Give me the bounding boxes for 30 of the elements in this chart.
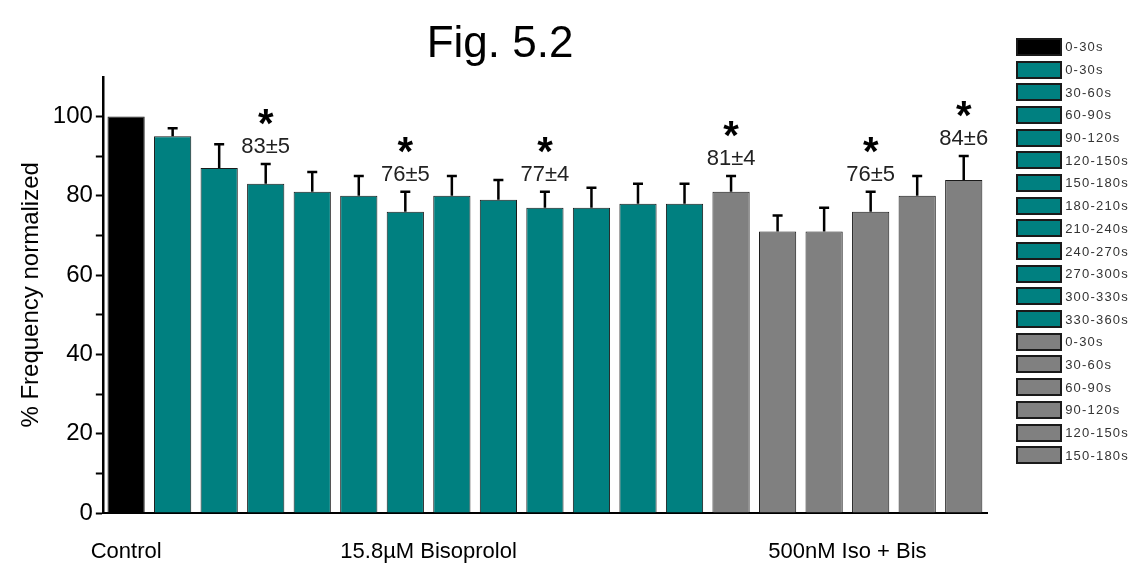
legend-label: 60-90s bbox=[1065, 107, 1113, 123]
legend-label: 0-30s bbox=[1065, 62, 1104, 78]
y-axis-title: % Frequency normalized bbox=[16, 162, 44, 428]
legend-label: 120-150s bbox=[1065, 152, 1129, 168]
legend-label: 240-270s bbox=[1065, 243, 1129, 259]
legend-label: 60-90s bbox=[1065, 379, 1113, 395]
legend-label: 300-330s bbox=[1065, 288, 1129, 304]
y-tick-label: 40 bbox=[66, 339, 93, 367]
legend-label: 0-30s bbox=[1065, 334, 1104, 350]
y-tick-label: 20 bbox=[66, 418, 93, 446]
legend-label: 150-180s bbox=[1065, 175, 1129, 191]
legend-label: 270-300s bbox=[1065, 266, 1129, 282]
text: 15.8µM Bisoprolol bbox=[340, 538, 517, 564]
legend-label: 120-150s bbox=[1065, 425, 1129, 441]
y-tick-label: 60 bbox=[66, 259, 93, 287]
legend-label: 150-180s bbox=[1065, 447, 1129, 463]
legend-label: 330-360s bbox=[1065, 311, 1129, 327]
legend-label: 30-60s bbox=[1065, 356, 1113, 372]
y-tick-label: 100 bbox=[52, 101, 93, 129]
legend-label: 90-120s bbox=[1065, 402, 1121, 418]
legend-label: 30-60s bbox=[1065, 84, 1113, 100]
y-tick-label: 0 bbox=[79, 497, 93, 525]
text: Control bbox=[90, 538, 162, 564]
chart-title: Fig. 5.2 bbox=[426, 16, 574, 66]
text: 500nM Iso + Bis bbox=[768, 538, 927, 564]
legend-label: 0-30s bbox=[1065, 39, 1104, 55]
legend-label: 90-120s bbox=[1065, 130, 1121, 146]
y-tick-label: 80 bbox=[66, 180, 93, 208]
legend-label: 180-210s bbox=[1065, 198, 1129, 214]
legend-label: 210-240s bbox=[1065, 220, 1129, 236]
